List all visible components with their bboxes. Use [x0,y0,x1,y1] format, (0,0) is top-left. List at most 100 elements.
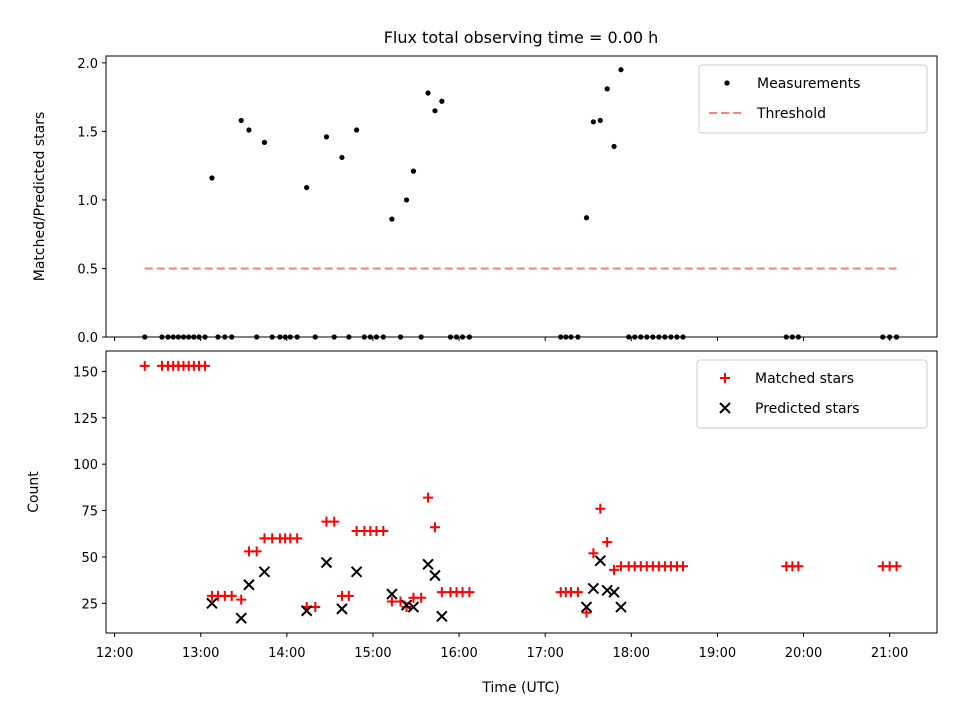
data-point [209,175,215,181]
y-tick-label: 0.0 [77,331,98,346]
data-point [583,215,590,221]
x-axis-label: Time (UTC) [481,680,559,696]
legend: Matched stars Predicted stars [696,359,928,429]
data-point [400,599,413,611]
data-point [575,334,581,340]
y-tick-label: 0.5 [77,262,98,277]
data-point [615,601,627,613]
data-point [277,334,283,340]
y-tick-label: 2.0 [77,57,98,72]
data-point [563,334,569,340]
data-point [601,584,613,597]
data-point [558,334,564,340]
data-point [407,601,420,613]
data-point [587,582,600,595]
legend-label: Measurements [757,76,860,92]
x-tick-label: 16:00 [440,646,477,661]
data-point [891,561,902,572]
data-point [373,334,379,340]
data-point [662,334,668,340]
data-point [425,90,431,96]
data-point [397,334,404,340]
data-point [310,602,321,613]
data-point [323,134,330,140]
data-point [226,590,237,601]
data-point [893,334,900,340]
data-point [202,334,208,340]
data-point [604,86,610,92]
legend-box [698,64,928,134]
data-point [650,334,656,340]
data-point [626,334,632,340]
data-point [410,168,417,174]
legend-label: Matched stars [755,371,854,387]
data-point [246,127,252,133]
data-point [632,334,638,340]
x-tick-label: 20:00 [785,646,822,661]
data-point [464,587,475,598]
data-point [304,184,310,191]
data-point [887,334,893,340]
data-point [403,197,410,203]
data-point [346,334,352,340]
data-point [880,334,886,340]
data-point [329,516,340,527]
data-point [229,334,235,340]
data-point [254,334,260,340]
data-point [386,588,398,600]
data-point [429,569,441,582]
data-point [594,554,607,567]
data-point [595,503,606,514]
legend-marker [724,80,730,86]
data-point [459,334,466,340]
series-predicted-stars [206,554,627,624]
y-tick-label: 150 [73,365,98,380]
data-point [139,360,150,371]
data-point [294,334,300,340]
data-point [447,334,454,340]
data-point [336,603,348,615]
data-point [436,610,448,623]
data-point [389,216,395,222]
axes-frame [105,55,938,338]
data-point [677,561,688,572]
y-tick-label: 25 [81,597,98,612]
y-tick-label: 1.5 [77,125,98,140]
data-point [175,334,181,340]
data-point [320,556,333,569]
data-point [196,334,202,340]
y-tick-label: 125 [73,412,98,427]
data-point [581,607,592,618]
data-point [180,334,187,340]
y-axis-label: Count [26,471,42,513]
data-point [618,67,624,73]
data-point [568,334,574,340]
x-tick-label: 13:00 [182,646,219,661]
y-tick-label: 75 [81,505,98,520]
data-point [292,533,303,544]
data-point [580,601,593,613]
axes-frame [105,350,938,634]
top-panel: 0.0 0.5 1.0 1.5 2.0 Matched/Predicted stars Me… [32,55,938,346]
data-point [432,108,438,114]
data-point [680,334,686,340]
data-point [191,334,197,340]
y-tick-label: 100 [73,458,98,473]
data-point [597,117,603,124]
data-point [300,605,313,617]
data-point [783,334,789,340]
data-point [401,602,412,613]
data-point [165,334,171,340]
x-tick-label: 15:00 [354,646,391,661]
data-point [200,360,211,371]
data-point [215,334,221,340]
data-point [186,334,192,340]
x-tick-label: 18:00 [613,646,650,661]
data-point [590,119,597,125]
data-point [656,334,662,340]
data-point [222,334,228,340]
data-point [269,334,275,340]
data-point [644,334,650,340]
data-point [258,566,271,578]
data-point [287,334,293,340]
